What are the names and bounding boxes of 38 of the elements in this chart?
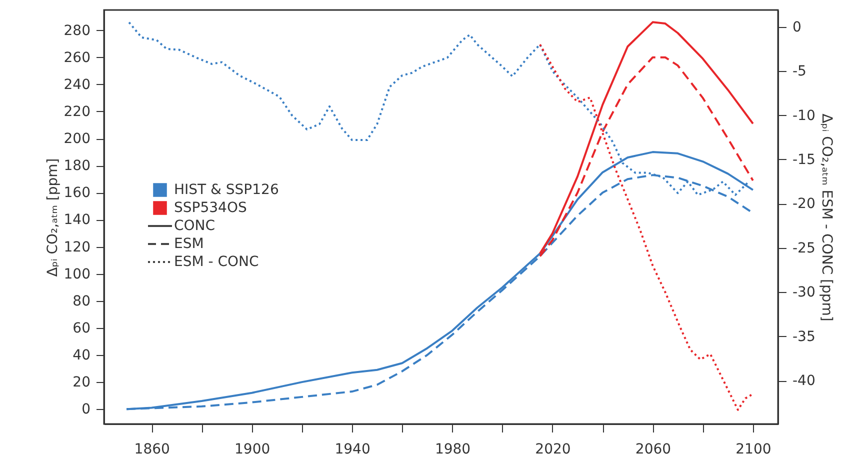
x-tick-label: 1940 (334, 442, 370, 458)
y2-tick-label: -15 (792, 152, 816, 168)
y-tick-label: 160 (64, 185, 90, 202)
y2-tick-label: -5 (792, 64, 806, 80)
y-tick-label: 120 (64, 239, 90, 256)
y2-tick-label: 0 (792, 19, 802, 36)
y2-tick-label: -20 (792, 196, 816, 212)
x-tick-label: 2060 (635, 442, 672, 458)
x-tick-label: 1860 (134, 442, 170, 458)
y2-tick-label: -30 (792, 284, 816, 301)
y2-tick-label: -40 (792, 373, 816, 390)
x-tick-label: 1980 (434, 442, 471, 458)
y-tick-label: 60 (72, 320, 90, 336)
x-tick-label: 2100 (736, 442, 772, 458)
annotation: CONC (174, 218, 216, 234)
x-tick-label: 2020 (535, 442, 571, 458)
y-tick-label: 220 (64, 104, 90, 120)
y-tick-label: 180 (64, 158, 90, 174)
legend-label: HIST & SSP126 (174, 182, 279, 198)
y-tick-label: 200 (64, 131, 90, 148)
y2-tick-label: -25 (792, 240, 816, 256)
y-tick-label: 80 (72, 293, 90, 310)
y-tick-label: 260 (64, 50, 90, 66)
y-tick-label: 240 (64, 76, 90, 93)
y-tick-label: 20 (72, 374, 90, 391)
y-tick-label: 0 (82, 402, 90, 418)
annotation: ESM - CONC (174, 254, 260, 270)
legend-label: SSP534OS (174, 200, 247, 216)
y-tick-label: 280 (64, 22, 90, 39)
y-axis-title: Δₚᵢ CO₂,ₐₜₘ [ppm] (44, 158, 61, 277)
y2-axis-title: Δₚᵢ CO₂,ₐₜₘ ESM - CONC [ppm] (818, 114, 834, 322)
y2-tick-label: -35 (792, 328, 816, 345)
y-tick-label: 140 (64, 212, 90, 228)
y-tick-label: 40 (72, 348, 90, 364)
annotation: ESM (174, 236, 204, 252)
x-tick-label: 1900 (234, 442, 270, 458)
y2-tick-label: -10 (792, 108, 816, 124)
y-tick-label: 100 (64, 266, 90, 282)
